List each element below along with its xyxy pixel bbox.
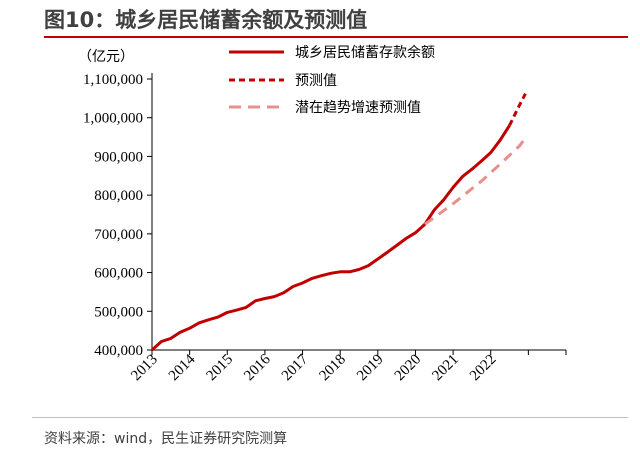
chart-area: 400,000 500,000 600,000 700,000 800,000 900,0… [78, 44, 567, 385]
series-line-1 [508, 93, 527, 127]
x-tick-label: 2019 [354, 352, 387, 385]
title-bar: 图10：城乡居民储蓄余额及预测值 [12, 0, 628, 38]
series-line-0 [150, 124, 511, 352]
y-tick-label: 700,000 [94, 227, 143, 243]
y-tick-label: 400,000 [94, 343, 143, 359]
x-tick-label: 2020 [392, 352, 425, 385]
x-tick-label: 2017 [279, 351, 312, 384]
source-note: 资料来源：wind，民生证券研究院测算 [44, 431, 288, 447]
title-rule [44, 36, 628, 38]
chart-title: 图10：城乡居民储蓄余额及预测值 [44, 8, 368, 32]
y-tick-label: 1,100,000 [83, 72, 143, 88]
y-tick-label: 800,000 [94, 188, 143, 204]
series-line-2 [424, 137, 527, 226]
x-tick-label: 2014 [166, 351, 199, 384]
legend-label-1: 预测值 [295, 73, 337, 89]
x-tick-label: 2022 [467, 352, 500, 385]
x-tick-label: 2018 [316, 352, 349, 385]
y-tick-label: 500,000 [94, 304, 143, 320]
x-tick-label: 2015 [204, 352, 237, 385]
source-divider [32, 417, 628, 418]
y-tick-label: 600,000 [94, 266, 143, 282]
y-tick-label: 900,000 [94, 149, 143, 165]
legend-label-2: 潜在趋势增速预测值 [295, 100, 421, 116]
legend-label-0: 城乡居民储蓄存款余额 [295, 44, 435, 61]
y-unit-label: （亿元） [78, 49, 134, 65]
x-tick-label: 2021 [429, 352, 462, 385]
x-tick-label: 2016 [241, 351, 274, 384]
y-tick-label: 1,000,000 [83, 111, 143, 127]
